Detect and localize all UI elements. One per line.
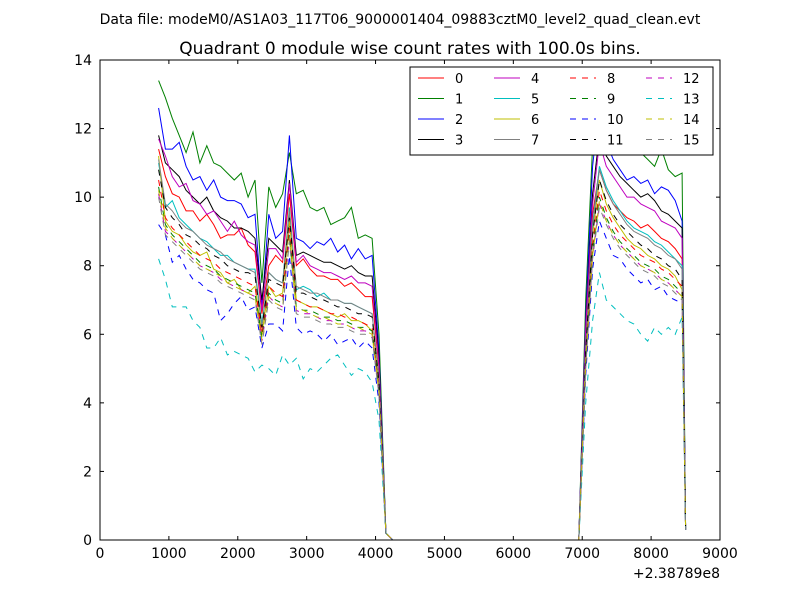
legend-label-12: 12 — [683, 72, 700, 87]
y-tick-label: 6 — [83, 327, 92, 343]
series-line-0 — [158, 148, 687, 541]
legend-label-2: 2 — [455, 113, 463, 128]
legend-label-11: 11 — [607, 134, 624, 149]
legend-label-6: 6 — [531, 113, 539, 128]
series-line-4 — [158, 138, 687, 541]
y-tick-label: 10 — [74, 190, 92, 206]
x-tick-label: 0 — [96, 546, 105, 562]
legend-label-10: 10 — [607, 113, 624, 128]
suptitle: Data file: modeM0/AS1A03_117T06_90000014… — [100, 12, 701, 28]
legend-box — [409, 66, 714, 156]
chart-title: Quadrant 0 module wise count rates with … — [179, 39, 640, 59]
legend-label-4: 4 — [531, 72, 539, 87]
series-line-7 — [158, 159, 687, 541]
series-line-13 — [158, 258, 687, 541]
x-tick-label: 5000 — [427, 546, 463, 562]
x-tick-label: 9000 — [702, 546, 738, 562]
series-line-9 — [158, 186, 687, 541]
y-tick-label: 14 — [74, 53, 92, 69]
series-line-6 — [158, 155, 687, 541]
legend-label-9: 9 — [607, 93, 615, 108]
x-tick-label: 6000 — [496, 546, 532, 562]
y-tick-label: 12 — [74, 122, 92, 138]
x-tick-label: 2000 — [220, 546, 256, 562]
x-tick-label: 1000 — [151, 546, 187, 562]
legend-label-14: 14 — [683, 113, 700, 128]
legend-label-1: 1 — [455, 93, 463, 108]
legend-label-3: 3 — [455, 134, 463, 149]
x-tick-label: 7000 — [564, 546, 600, 562]
y-tick-label: 8 — [83, 259, 92, 275]
series-layer — [158, 80, 687, 541]
series-line-11 — [158, 169, 687, 541]
axes-layer: 0 1000 2000 3000 4000 5000 6000 7000 8000 9000 0 2 4… — [74, 53, 738, 562]
y-tick-label: 2 — [83, 464, 92, 480]
series-line-12 — [158, 193, 687, 541]
series-line-2 — [158, 104, 687, 541]
y-tick-label: 0 — [83, 533, 92, 549]
axes-frame — [99, 59, 721, 541]
series-line-10 — [158, 219, 687, 541]
legend-label-0: 0 — [455, 72, 463, 87]
legend-label-15: 15 — [683, 134, 700, 149]
legend-label-5: 5 — [531, 93, 539, 108]
legend-label-8: 8 — [607, 72, 615, 87]
legend-label-7: 7 — [531, 134, 539, 149]
legend-label-13: 13 — [683, 93, 700, 108]
series-line-8 — [158, 179, 687, 541]
y-tick-label: 4 — [83, 396, 92, 412]
series-line-3 — [158, 135, 687, 541]
x-tick-label: 3000 — [289, 546, 325, 562]
x-tick-label: 4000 — [358, 546, 394, 562]
series-line-14 — [158, 190, 687, 541]
x-offset-label: +2.38789e8 — [633, 566, 720, 582]
x-tick-label: 8000 — [633, 546, 669, 562]
